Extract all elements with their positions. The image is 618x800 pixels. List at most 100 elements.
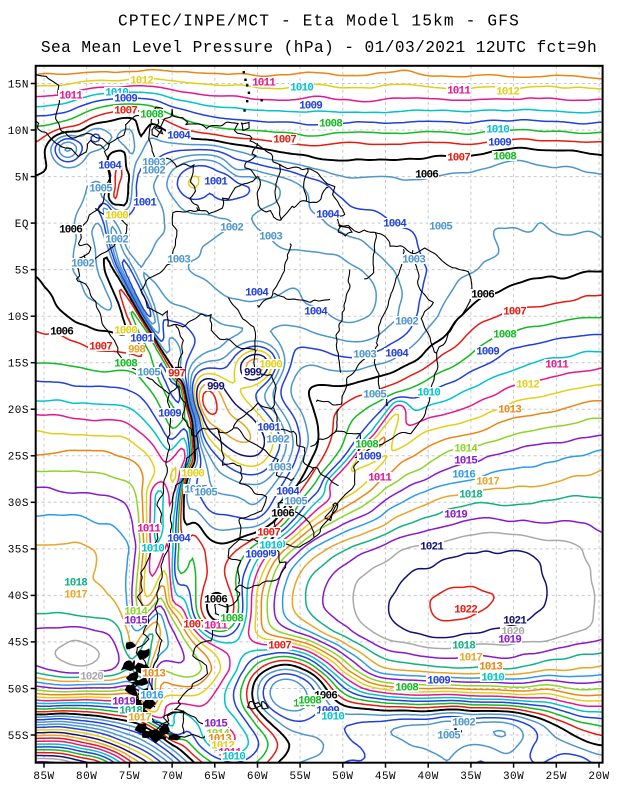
svg-text:1009: 1009	[299, 101, 322, 113]
svg-text:1001: 1001	[130, 334, 154, 346]
svg-text:1007: 1007	[89, 342, 112, 354]
svg-text:5S: 5S	[15, 265, 29, 277]
svg-text:1021: 1021	[503, 616, 527, 628]
svg-text:1012: 1012	[496, 87, 519, 99]
svg-text:1008: 1008	[114, 359, 138, 371]
svg-text:1010: 1010	[486, 125, 509, 137]
svg-text:1009: 1009	[476, 347, 499, 359]
svg-text:1005: 1005	[284, 497, 308, 509]
svg-text:1018: 1018	[459, 490, 483, 502]
svg-text:1007: 1007	[183, 620, 206, 632]
svg-text:1003: 1003	[402, 255, 426, 267]
svg-text:1015: 1015	[204, 719, 228, 731]
svg-text:1008: 1008	[140, 110, 164, 122]
svg-text:35S: 35S	[8, 545, 29, 557]
svg-text:EQ: EQ	[15, 219, 29, 231]
svg-text:1009: 1009	[427, 676, 450, 688]
svg-text:45S: 45S	[8, 638, 29, 650]
svg-text:1009: 1009	[358, 452, 381, 464]
svg-text:1011: 1011	[59, 91, 83, 103]
svg-text:1010: 1010	[417, 388, 440, 400]
svg-text:1004: 1004	[167, 534, 191, 546]
svg-text:15N: 15N	[8, 79, 29, 91]
svg-text:1021: 1021	[420, 542, 444, 554]
svg-text:1012: 1012	[130, 76, 153, 88]
svg-text:1005: 1005	[137, 368, 161, 380]
svg-text:1010: 1010	[321, 712, 344, 724]
svg-text:1004: 1004	[167, 131, 191, 143]
svg-text:5N: 5N	[15, 172, 29, 184]
svg-text:60W: 60W	[247, 771, 268, 783]
svg-text:1006: 1006	[271, 509, 294, 521]
svg-text:1002: 1002	[395, 317, 418, 329]
svg-text:40W: 40W	[418, 771, 439, 783]
svg-text:1015: 1015	[124, 616, 148, 628]
svg-text:1018: 1018	[452, 641, 476, 653]
svg-text:55W: 55W	[289, 771, 310, 783]
svg-text:1004: 1004	[385, 349, 409, 361]
svg-text:1008: 1008	[319, 119, 343, 131]
svg-text:45W: 45W	[375, 771, 396, 783]
svg-text:40S: 40S	[8, 591, 29, 603]
svg-text:55S: 55S	[8, 731, 29, 743]
svg-text:15S: 15S	[8, 359, 29, 371]
svg-text:999: 999	[244, 368, 261, 380]
svg-text:1019: 1019	[444, 510, 467, 522]
svg-text:1010: 1010	[481, 673, 504, 685]
svg-text:1008: 1008	[220, 614, 244, 626]
svg-text:1009: 1009	[488, 138, 511, 150]
svg-text:20W: 20W	[588, 771, 609, 783]
svg-text:997: 997	[168, 369, 185, 381]
svg-text:1000: 1000	[105, 211, 128, 223]
svg-text:25S: 25S	[8, 452, 29, 464]
svg-text:1004: 1004	[98, 161, 122, 173]
svg-text:50S: 50S	[8, 684, 29, 696]
svg-text:1007: 1007	[447, 153, 470, 165]
svg-text:70W: 70W	[161, 771, 182, 783]
svg-text:50W: 50W	[332, 771, 353, 783]
svg-text:1017: 1017	[128, 713, 151, 725]
svg-text:1006: 1006	[50, 327, 73, 339]
svg-text:1002: 1002	[220, 223, 243, 235]
svg-text:1007: 1007	[257, 528, 280, 540]
svg-text:1006: 1006	[59, 225, 82, 237]
svg-text:1017: 1017	[64, 590, 87, 602]
svg-text:1017: 1017	[459, 653, 482, 665]
svg-text:1004: 1004	[383, 219, 407, 231]
svg-text:1010: 1010	[222, 752, 245, 764]
svg-text:1004: 1004	[316, 210, 340, 222]
svg-text:1010: 1010	[290, 83, 313, 95]
svg-text:1010: 1010	[259, 541, 282, 553]
svg-text:80W: 80W	[76, 771, 97, 783]
svg-text:1005: 1005	[363, 390, 387, 402]
svg-text:1009: 1009	[114, 94, 137, 106]
svg-text:1012: 1012	[516, 380, 539, 392]
svg-text:30W: 30W	[503, 771, 524, 783]
svg-text:10N: 10N	[8, 126, 29, 138]
svg-text:1001: 1001	[133, 198, 157, 210]
svg-text:25W: 25W	[546, 771, 567, 783]
svg-text:1005: 1005	[89, 184, 113, 196]
svg-text:1008: 1008	[298, 696, 322, 708]
svg-text:1004: 1004	[245, 288, 269, 300]
svg-text:30S: 30S	[8, 498, 29, 510]
svg-text:65W: 65W	[204, 771, 225, 783]
svg-text:1013: 1013	[498, 405, 522, 417]
svg-text:CPTEC/INPE/MCT - Eta Model 15: CPTEC/INPE/MCT - Eta Model 15km - GFS	[118, 13, 520, 31]
svg-text:1007: 1007	[273, 135, 296, 147]
svg-text:1005: 1005	[429, 222, 453, 234]
svg-text:1008: 1008	[395, 683, 419, 695]
svg-text:1011: 1011	[368, 473, 392, 485]
svg-text:1001: 1001	[257, 423, 281, 435]
svg-text:1011: 1011	[447, 86, 471, 98]
svg-text:1009: 1009	[245, 550, 268, 562]
svg-text:1013: 1013	[142, 669, 166, 681]
svg-text:1008: 1008	[493, 330, 517, 342]
svg-text:1016: 1016	[140, 691, 163, 703]
svg-text:1003: 1003	[268, 463, 292, 475]
svg-text:998: 998	[128, 345, 146, 357]
svg-text:10S: 10S	[8, 312, 29, 324]
svg-text:1019: 1019	[498, 635, 521, 647]
svg-text:1016: 1016	[452, 470, 475, 482]
svg-text:1007: 1007	[268, 641, 291, 653]
